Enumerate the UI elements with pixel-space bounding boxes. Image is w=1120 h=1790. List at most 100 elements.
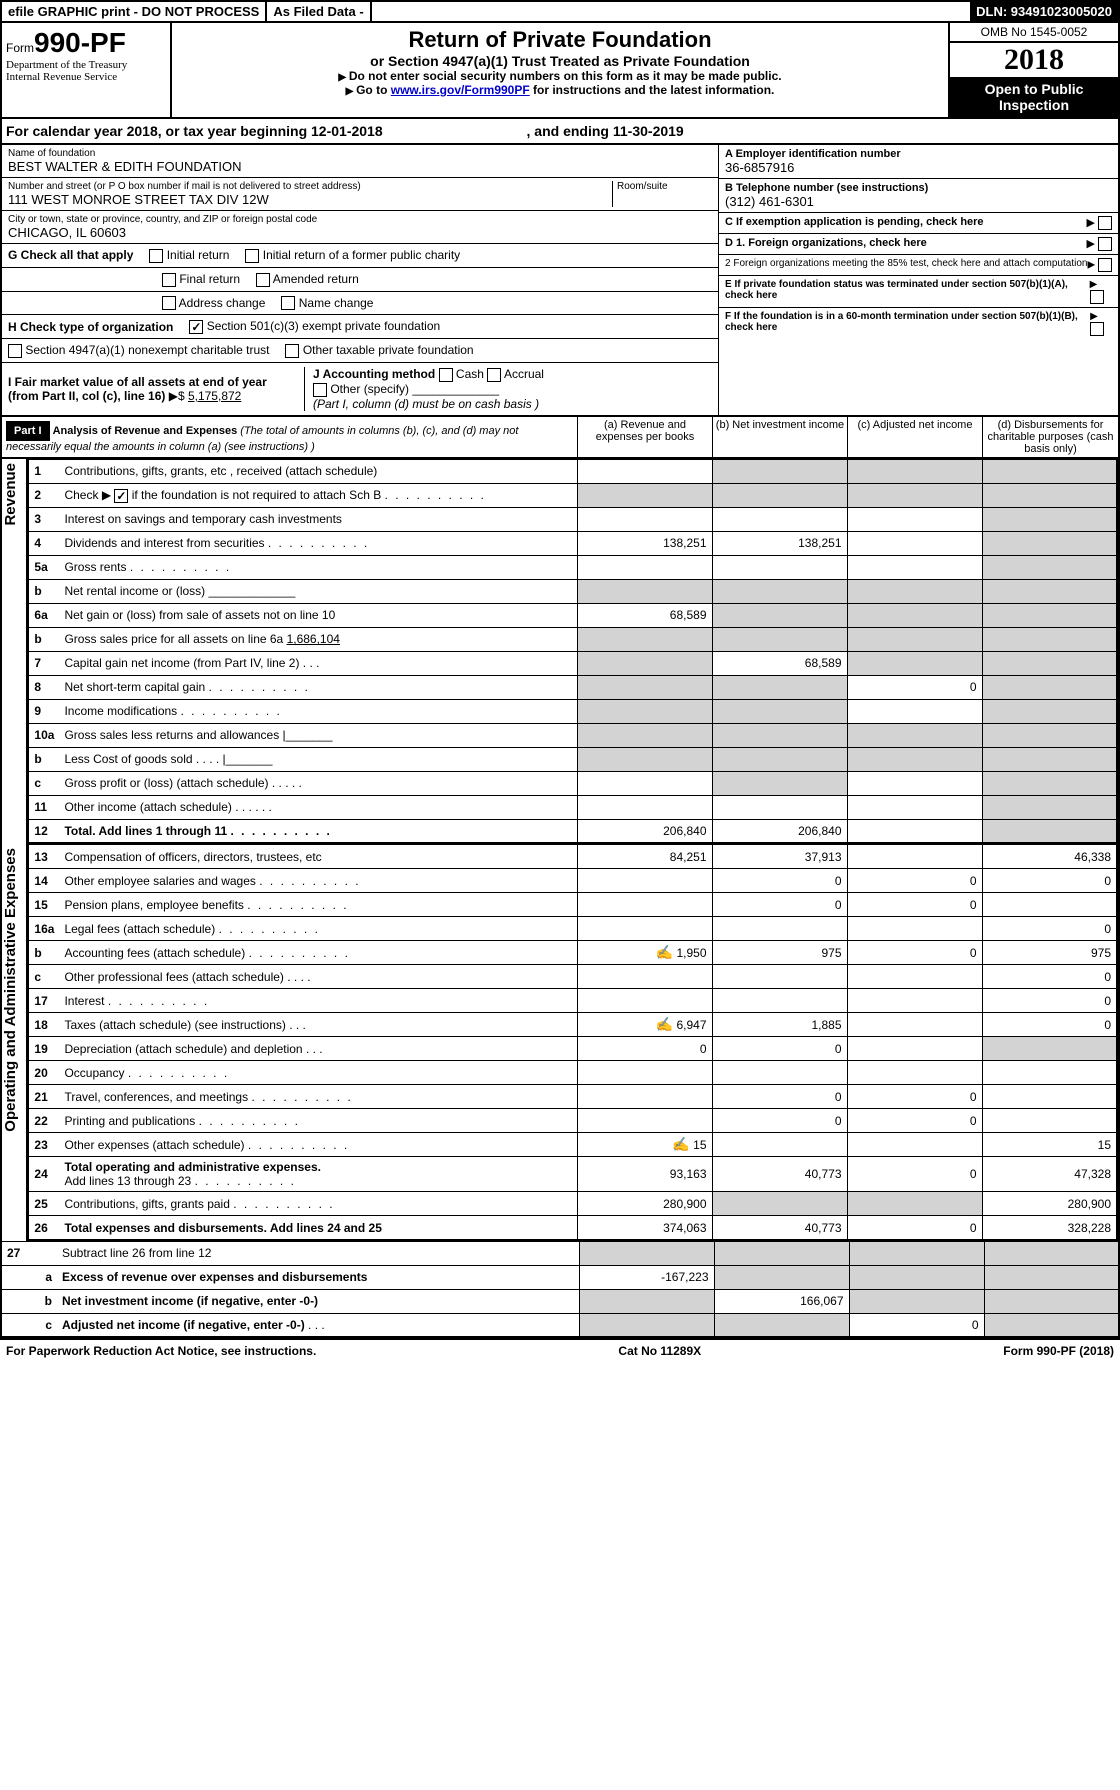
d1-label: D 1. Foreign organizations, check here — [725, 237, 927, 251]
foundation-name: BEST WALTER & EDITH FOUNDATION — [8, 159, 712, 174]
telephone: (312) 461-6301 — [725, 194, 1112, 209]
table-row: 2Check ▶ ✓ if the foundation is not requ… — [28, 483, 1117, 507]
note-ssn: Do not enter social security numbers on … — [176, 69, 944, 83]
tax-year: 2018 — [950, 43, 1118, 77]
check-other-taxable[interactable] — [285, 344, 299, 358]
attach-icon[interactable]: ✍ — [656, 1016, 673, 1032]
omb-number: OMB No 1545-0052 — [950, 23, 1118, 43]
check-c[interactable] — [1098, 216, 1112, 230]
table-row: 26Total expenses and disbursements. Add … — [28, 1216, 1117, 1240]
dln-label: DLN: 93491023005020 — [970, 2, 1118, 21]
footer-right: Form 990-PF (2018) — [1003, 1344, 1114, 1358]
expense-side-label: Operating and Administrative Expenses — [2, 844, 19, 1136]
table-row: 10aGross sales less returns and allowanc… — [28, 723, 1117, 747]
attach-icon[interactable]: ✍ — [672, 1136, 689, 1152]
calendar-year-row: For calendar year 2018, or tax year begi… — [0, 119, 1120, 145]
line27-table: 27Subtract line 26 from line 12 aExcess … — [0, 1241, 1120, 1339]
part1-header-row: Part I Analysis of Revenue and Expenses … — [0, 417, 1120, 459]
check-addr-change[interactable] — [162, 296, 176, 310]
table-row: 24Total operating and administrative exp… — [28, 1157, 1117, 1192]
check-d2[interactable] — [1098, 258, 1112, 272]
tel-label: B Telephone number (see instructions) — [725, 182, 1112, 194]
check-accrual[interactable] — [487, 368, 501, 382]
table-row: 6aNet gain or (loss) from sale of assets… — [28, 603, 1117, 627]
table-row: cAdjusted net income (if negative, enter… — [1, 1313, 1119, 1337]
check-initial-former[interactable] — [245, 249, 259, 263]
footer: For Paperwork Reduction Act Notice, see … — [0, 1338, 1120, 1362]
table-row: cGross profit or (loss) (attach schedule… — [28, 771, 1117, 795]
city-label: City or town, state or province, country… — [8, 214, 712, 225]
addr-label: Number and street (or P O box number if … — [8, 181, 612, 192]
dept-treasury: Department of the Treasury — [6, 59, 166, 71]
note-goto: Go to www.irs.gov/Form990PF for instruct… — [176, 83, 944, 97]
c-label: C If exemption application is pending, c… — [725, 216, 984, 230]
table-row: 19Depreciation (attach schedule) and dep… — [28, 1037, 1117, 1061]
irs-link[interactable]: www.irs.gov/Form990PF — [391, 83, 530, 97]
check-name-change[interactable] — [281, 296, 295, 310]
address: 111 WEST MONROE STREET TAX DIV 12W — [8, 192, 612, 207]
info-grid: Name of foundation BEST WALTER & EDITH F… — [0, 145, 1120, 417]
table-row: 16aLegal fees (attach schedule) 0 — [28, 917, 1117, 941]
check-cash[interactable] — [439, 368, 453, 382]
check-schb[interactable]: ✓ — [114, 489, 128, 503]
efile-label: efile GRAPHIC print - DO NOT PROCESS — [2, 2, 267, 21]
check-d1[interactable] — [1098, 237, 1112, 251]
h-row2: Section 4947(a)(1) nonexempt charitable … — [2, 339, 718, 363]
check-f[interactable] — [1090, 322, 1104, 336]
table-row: 9Income modifications — [28, 699, 1117, 723]
col-d-header: (d) Disbursements for charitable purpose… — [983, 417, 1118, 457]
check-501c3[interactable]: ✓ — [189, 320, 203, 334]
table-row: bNet rental income or (loss) ___________… — [28, 579, 1117, 603]
ij-row: I Fair market value of all assets at end… — [2, 363, 718, 415]
revenue-section: Revenue 1Contributions, gifts, grants, e… — [0, 459, 1120, 845]
fmv-value: 5,175,872 — [188, 389, 241, 403]
col-c-header: (c) Adjusted net income — [848, 417, 983, 457]
check-other-acct[interactable] — [313, 383, 327, 397]
name-label: Name of foundation — [8, 148, 712, 159]
col-a-header: (a) Revenue and expenses per books — [578, 417, 713, 457]
check-final[interactable] — [162, 273, 176, 287]
asfiled-label: As Filed Data - — [267, 2, 371, 21]
table-row: 12Total. Add lines 1 through 11 206,8402… — [28, 819, 1117, 843]
check-amended[interactable] — [256, 273, 270, 287]
g-row3: Address change Name change — [2, 292, 718, 316]
col-b-header: (b) Net investment income — [713, 417, 848, 457]
check-initial[interactable] — [149, 249, 163, 263]
top-bar: efile GRAPHIC print - DO NOT PROCESS As … — [0, 0, 1120, 23]
table-row: 3Interest on savings and temporary cash … — [28, 507, 1117, 531]
spacer — [372, 2, 970, 21]
table-row: 4Dividends and interest from securities … — [28, 531, 1117, 555]
g-row: G Check all that apply Initial return In… — [2, 244, 718, 268]
footer-mid: Cat No 11289X — [618, 1344, 701, 1358]
table-row: 8Net short-term capital gain 0 — [28, 675, 1117, 699]
table-row: cOther professional fees (attach schedul… — [28, 965, 1117, 989]
city: CHICAGO, IL 60603 — [8, 225, 712, 240]
part1-label: Part I — [6, 421, 50, 441]
table-row: 15Pension plans, employee benefits 00 — [28, 893, 1117, 917]
g-row2: Final return Amended return — [2, 268, 718, 292]
check-e[interactable] — [1090, 290, 1104, 304]
ein: 36-6857916 — [725, 160, 1112, 175]
table-row: 18Taxes (attach schedule) (see instructi… — [28, 1013, 1117, 1037]
form-prefix: Form — [6, 41, 34, 55]
table-row: 21Travel, conferences, and meetings 00 — [28, 1085, 1117, 1109]
table-row: 23Other expenses (attach schedule) ✍ 151… — [28, 1133, 1117, 1157]
table-row: 25Contributions, gifts, grants paid 280,… — [28, 1192, 1117, 1216]
check-4947[interactable] — [8, 344, 22, 358]
table-row: 22Printing and publications 00 — [28, 1109, 1117, 1133]
form-number: 990-PF — [34, 27, 126, 58]
table-row: aExcess of revenue over expenses and dis… — [1, 1265, 1119, 1289]
attach-icon[interactable]: ✍ — [656, 944, 673, 960]
form-subtitle: or Section 4947(a)(1) Trust Treated as P… — [176, 53, 944, 69]
table-row: 5aGross rents — [28, 555, 1117, 579]
table-row: 20Occupancy — [28, 1061, 1117, 1085]
table-row: 14Other employee salaries and wages 000 — [28, 869, 1117, 893]
room-label: Room/suite — [617, 181, 712, 192]
header: Form990-PF Department of the Treasury In… — [0, 23, 1120, 119]
table-row: bGross sales price for all assets on lin… — [28, 627, 1117, 651]
dept-irs: Internal Revenue Service — [6, 71, 166, 83]
table-row: bAccounting fees (attach schedule) ✍ 1,9… — [28, 941, 1117, 965]
e-label: E If private foundation status was termi… — [725, 279, 1090, 304]
table-row: 13Compensation of officers, directors, t… — [28, 845, 1117, 869]
form-title: Return of Private Foundation — [176, 27, 944, 53]
